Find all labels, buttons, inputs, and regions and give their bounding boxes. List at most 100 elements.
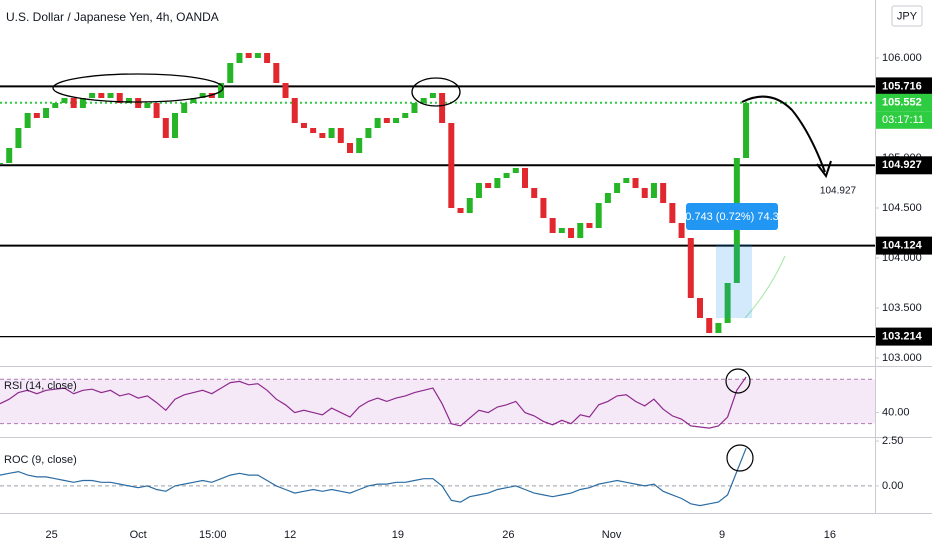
level-label: 105.552 — [882, 97, 922, 109]
rsi-band — [0, 379, 875, 424]
candle — [512, 168, 519, 173]
x-tick-label: 16 — [824, 529, 836, 541]
y-tick-label: 106.000 — [882, 52, 922, 64]
y-tick-label: 103.000 — [882, 352, 922, 364]
candle — [457, 208, 464, 213]
candle — [291, 98, 298, 123]
candle — [485, 183, 492, 188]
candle — [144, 103, 151, 108]
x-tick-label: 19 — [392, 529, 404, 541]
x-tick-label: 26 — [502, 529, 514, 541]
level-label-box — [876, 236, 932, 255]
roc-label: ROC (9, close) — [4, 454, 77, 466]
candle — [577, 223, 584, 238]
candle — [660, 183, 667, 203]
candle — [245, 53, 252, 58]
candle — [282, 83, 289, 98]
candle — [475, 183, 482, 198]
ellipse-drawing — [411, 77, 461, 107]
candle — [52, 103, 59, 108]
candle — [181, 103, 188, 113]
ellipse-drawing — [52, 73, 224, 103]
candle — [172, 113, 178, 138]
candle — [568, 228, 575, 238]
target-label: 104.927 — [820, 186, 857, 197]
level-label: 103.214 — [882, 331, 923, 343]
candle — [79, 98, 86, 108]
x-tick-label: 25 — [45, 529, 57, 541]
currency-label[interactable]: JPY — [897, 10, 918, 22]
candle — [162, 118, 169, 138]
candle — [383, 118, 390, 123]
candle — [549, 218, 556, 233]
circle-drawing — [726, 444, 754, 472]
candle — [604, 193, 611, 203]
candle — [107, 93, 114, 98]
candle — [669, 203, 676, 223]
candle — [61, 98, 68, 103]
arrow-head — [816, 160, 832, 179]
level-label: 104.124 — [882, 240, 923, 252]
candle — [448, 123, 455, 208]
countdown-box — [876, 111, 932, 129]
y-tick-label: 40.00 — [882, 406, 910, 418]
candle — [125, 98, 132, 103]
candle — [724, 283, 731, 323]
candle — [337, 128, 344, 143]
candle — [24, 113, 31, 128]
candle — [116, 93, 123, 103]
candle — [715, 323, 722, 333]
measure-area — [716, 244, 752, 318]
x-tick-label: 15:00 — [199, 529, 227, 541]
roc-line — [0, 447, 747, 507]
level-label: 105.716 — [882, 80, 922, 92]
candle — [466, 198, 473, 213]
candle — [15, 128, 22, 148]
measure-label: 0.743 (0.72%) 74.3 — [685, 211, 779, 223]
candle — [439, 93, 446, 123]
y-tick-label: 0.00 — [882, 480, 903, 492]
candle — [558, 228, 565, 233]
candle — [43, 108, 50, 118]
arrow-drawing — [741, 95, 826, 173]
candle — [614, 183, 621, 193]
candle — [6, 148, 13, 163]
candle — [0, 163, 3, 164]
chart-title: U.S. Dollar / Japanese Yen, 4h, OANDA — [6, 10, 219, 24]
candle — [33, 113, 40, 118]
candle — [347, 143, 353, 153]
candle — [503, 173, 510, 178]
level-label-box — [876, 327, 932, 346]
candle — [678, 223, 685, 238]
candle — [310, 128, 317, 133]
candle — [300, 123, 307, 128]
currency-button[interactable] — [891, 5, 923, 27]
candle — [522, 168, 528, 188]
candle — [706, 318, 713, 333]
candle — [319, 133, 326, 138]
candle — [98, 93, 105, 98]
rsi-line — [0, 376, 747, 429]
circle-drawing — [725, 368, 751, 394]
level-label-box — [876, 156, 932, 175]
candle — [623, 178, 630, 183]
candle — [273, 63, 280, 83]
candle — [393, 118, 400, 123]
candle — [586, 223, 593, 228]
candle — [264, 53, 271, 63]
candle — [254, 53, 261, 58]
candle — [743, 103, 750, 158]
countdown: 03:17:11 — [882, 114, 924, 126]
candle — [374, 118, 381, 128]
candle — [153, 103, 160, 118]
candle — [687, 238, 694, 298]
projection-curve — [744, 255, 786, 319]
candle — [429, 93, 436, 98]
candle — [531, 188, 538, 198]
candle — [236, 53, 243, 63]
candle — [227, 63, 234, 83]
candle — [135, 98, 142, 108]
y-tick-label: 104.000 — [882, 252, 922, 264]
rsi-label: RSI (14, close) — [4, 380, 77, 392]
